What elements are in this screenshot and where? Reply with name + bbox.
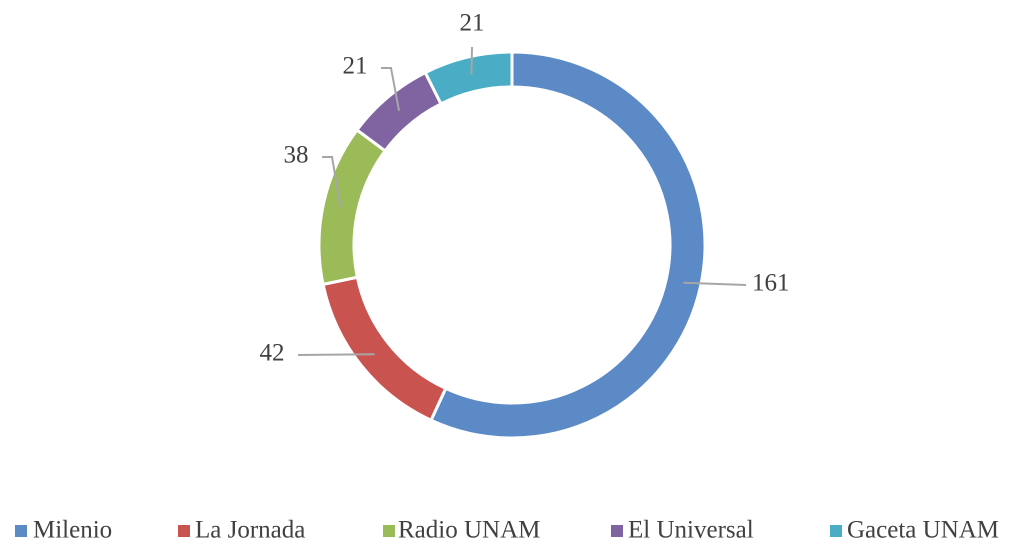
legend-swatch xyxy=(178,525,190,537)
legend-swatch xyxy=(830,525,842,537)
legend-label: Gaceta UNAM xyxy=(847,517,999,544)
data-label: 42 xyxy=(260,340,285,367)
donut-segment xyxy=(429,50,707,440)
donut-segment xyxy=(354,70,443,153)
legend-label: La Jornada xyxy=(195,517,305,544)
legend-swatch xyxy=(611,525,623,537)
data-label: 21 xyxy=(343,53,368,80)
legend-label: Milenio xyxy=(33,517,112,544)
legend-swatch xyxy=(383,525,395,537)
data-label: 21 xyxy=(460,10,485,37)
leader-line xyxy=(381,67,401,111)
legend-label: Radio UNAM xyxy=(398,517,540,544)
leader-line xyxy=(322,156,342,208)
data-label: 161 xyxy=(752,270,790,297)
donut-segment xyxy=(423,50,514,106)
donut-segment xyxy=(317,127,388,287)
leader-line xyxy=(683,281,747,286)
donut-segment xyxy=(321,275,448,423)
leader-line xyxy=(297,353,375,356)
data-label: 38 xyxy=(284,142,309,169)
legend-swatch xyxy=(15,525,27,537)
legend-label: El Universal xyxy=(628,517,754,544)
leader-line xyxy=(470,46,473,75)
